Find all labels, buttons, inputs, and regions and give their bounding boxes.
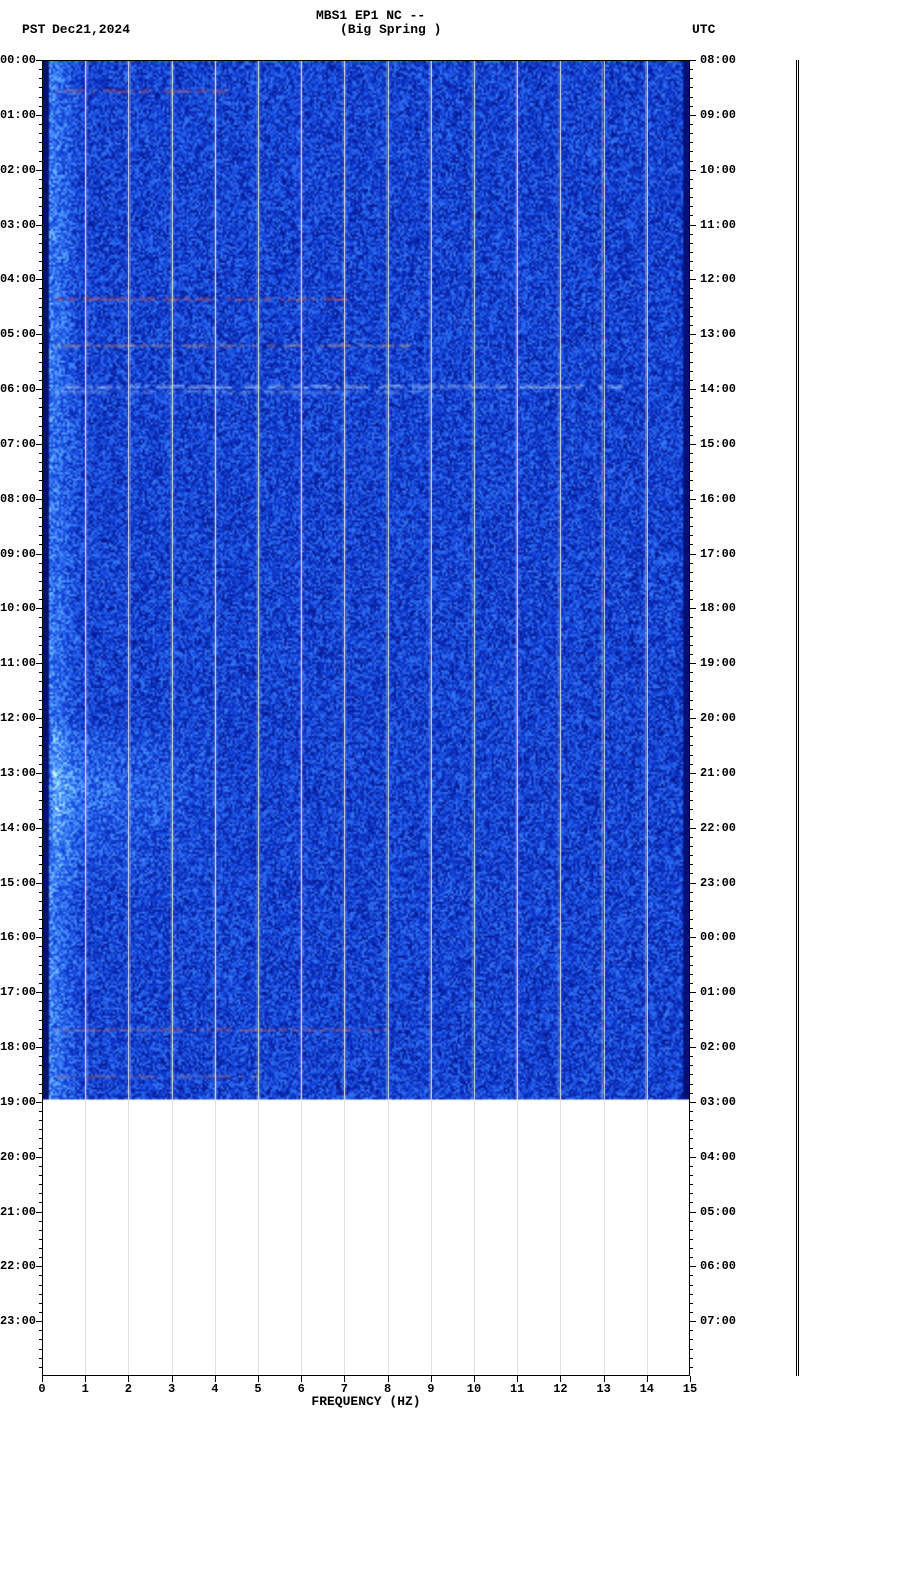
y-right-hour-label: 19:00 bbox=[700, 656, 736, 670]
y-left-hour-label: 11:00 bbox=[0, 656, 36, 670]
y-right-hour-label: 17:00 bbox=[700, 547, 736, 561]
y-left-hour-label: 12:00 bbox=[0, 711, 36, 725]
x-tick-label: 10 bbox=[467, 1382, 481, 1396]
y-left-hour-label: 09:00 bbox=[0, 547, 36, 561]
x-tick-label: 12 bbox=[553, 1382, 567, 1396]
y-left-hour-label: 07:00 bbox=[0, 437, 36, 451]
x-tick-label: 15 bbox=[683, 1382, 697, 1396]
x-tick-label: 0 bbox=[38, 1382, 45, 1396]
y-right-hour-label: 15:00 bbox=[700, 437, 736, 451]
y-right-hour-label: 11:00 bbox=[700, 218, 736, 232]
x-tick-label: 2 bbox=[125, 1382, 132, 1396]
y-left-hour-label: 10:00 bbox=[0, 601, 36, 615]
y-left-hour-label: 05:00 bbox=[0, 327, 36, 341]
x-tick-label: 4 bbox=[211, 1382, 218, 1396]
x-tick-label: 11 bbox=[510, 1382, 524, 1396]
y-right-hour-label: 20:00 bbox=[700, 711, 736, 725]
y-right-hour-label: 09:00 bbox=[700, 108, 736, 122]
x-tick-label: 1 bbox=[82, 1382, 89, 1396]
y-right-hour-label: 14:00 bbox=[700, 382, 736, 396]
y-right-hour-label: 16:00 bbox=[700, 492, 736, 506]
y-right-hour-label: 21:00 bbox=[700, 766, 736, 780]
y-right-hour-label: 12:00 bbox=[700, 272, 736, 286]
y-left-hour-label: 16:00 bbox=[0, 930, 36, 944]
tz-right-label: UTC bbox=[692, 22, 715, 37]
y-left-hour-label: 02:00 bbox=[0, 163, 36, 177]
y-left-hour-label: 06:00 bbox=[0, 382, 36, 396]
y-left-hour-label: 15:00 bbox=[0, 876, 36, 890]
y-left-hour-label: 08:00 bbox=[0, 492, 36, 506]
y-right-hour-label: 10:00 bbox=[700, 163, 736, 177]
y-right-hour-label: 07:00 bbox=[700, 1314, 736, 1328]
y-left-hour-label: 14:00 bbox=[0, 821, 36, 835]
y-left-hour-label: 01:00 bbox=[0, 108, 36, 122]
x-tick-label: 9 bbox=[427, 1382, 434, 1396]
x-tick-label: 3 bbox=[168, 1382, 175, 1396]
spectrogram-canvas bbox=[43, 61, 689, 1375]
y-left-hour-label: 18:00 bbox=[0, 1040, 36, 1054]
y-right-hour-label: 22:00 bbox=[700, 821, 736, 835]
x-axis-title: FREQUENCY (HZ) bbox=[311, 1394, 420, 1409]
x-tick-label: 6 bbox=[298, 1382, 305, 1396]
y-right-hour-label: 13:00 bbox=[700, 327, 736, 341]
y-left-hour-label: 23:00 bbox=[0, 1314, 36, 1328]
date-label: Dec21,2024 bbox=[52, 22, 130, 37]
y-left-hour-label: 19:00 bbox=[0, 1095, 36, 1109]
y-left-hour-label: 13:00 bbox=[0, 766, 36, 780]
y-right-hour-label: 23:00 bbox=[700, 876, 736, 890]
y-left-hour-label: 17:00 bbox=[0, 985, 36, 999]
y-right-hour-label: 01:00 bbox=[700, 985, 736, 999]
x-tick-label: 5 bbox=[254, 1382, 261, 1396]
y-left-hour-label: 03:00 bbox=[0, 218, 36, 232]
y-right-hour-label: 00:00 bbox=[700, 930, 736, 944]
x-tick-label: 14 bbox=[640, 1382, 654, 1396]
y-left-hour-label: 04:00 bbox=[0, 272, 36, 286]
y-left-hour-label: 00:00 bbox=[0, 53, 36, 67]
y-right-hour-label: 05:00 bbox=[700, 1205, 736, 1219]
y-right-hour-label: 02:00 bbox=[700, 1040, 736, 1054]
y-left-hour-label: 21:00 bbox=[0, 1205, 36, 1219]
y-right-hour-label: 08:00 bbox=[700, 53, 736, 67]
title-line1: MBS1 EP1 NC -- bbox=[316, 8, 425, 23]
y-right-hour-label: 18:00 bbox=[700, 601, 736, 615]
y-right-hour-label: 06:00 bbox=[700, 1259, 736, 1273]
y-right-hour-label: 04:00 bbox=[700, 1150, 736, 1164]
y-right-hour-label: 03:00 bbox=[700, 1095, 736, 1109]
title-line2: (Big Spring ) bbox=[340, 22, 441, 37]
y-left-hour-label: 22:00 bbox=[0, 1259, 36, 1273]
y-left-hour-label: 20:00 bbox=[0, 1150, 36, 1164]
x-tick-label: 13 bbox=[596, 1382, 610, 1396]
tz-left-label: PST bbox=[22, 22, 45, 37]
